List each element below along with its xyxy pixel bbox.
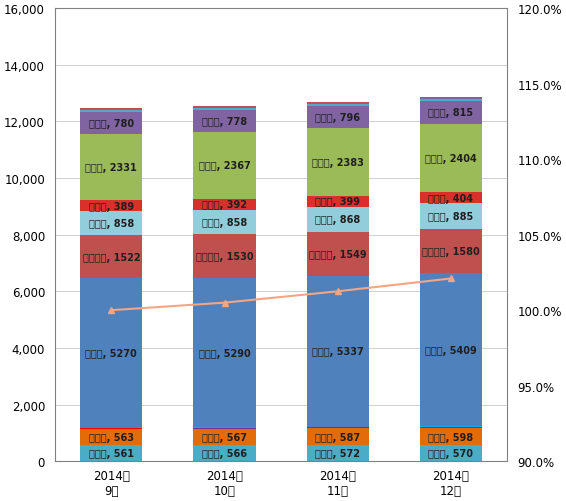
Bar [420,100,482,102]
Text: 京都府, 392: 京都府, 392 [202,200,247,210]
Bar [307,196,369,208]
Bar [80,211,143,236]
Bar [80,445,143,461]
Text: 大阪府, 2383: 大阪府, 2383 [312,158,363,168]
Bar [420,445,482,461]
Bar [420,98,482,99]
Bar [307,107,369,129]
Bar [307,105,369,107]
Bar [194,428,256,429]
Text: 千葉県, 587: 千葉県, 587 [315,432,361,442]
Bar [307,276,369,427]
Bar [420,204,482,229]
Text: 兵庫県, 815: 兵庫県, 815 [428,108,473,118]
Bar [194,210,256,235]
Bar [307,104,369,105]
Bar [420,229,482,274]
Bar [80,429,143,445]
Bar [194,109,256,111]
Text: 千葉県, 563: 千葉県, 563 [89,432,134,442]
Bar [194,133,256,199]
Text: 兵庫県, 796: 兵庫県, 796 [315,113,360,123]
Bar [420,274,482,426]
Bar [420,102,482,125]
Bar [307,428,369,445]
Bar [80,111,143,113]
Bar [80,236,143,279]
Text: 千葉県, 567: 千葉県, 567 [202,432,247,442]
Text: 京都府, 399: 京都府, 399 [315,197,360,207]
Bar [80,113,143,135]
Bar [420,193,482,204]
Text: 東京都, 5409: 東京都, 5409 [425,345,477,355]
Bar [307,232,369,276]
Text: 大阪府, 2331: 大阪府, 2331 [85,163,137,173]
Text: 神奈川県, 1549: 神奈川県, 1549 [309,249,367,259]
Bar [194,278,256,427]
Text: 京都府, 389: 京都府, 389 [89,201,134,211]
Bar [307,445,369,461]
Text: 大阪府, 2404: 大阪府, 2404 [425,154,477,164]
Bar [194,427,256,428]
Bar [80,135,143,201]
Text: 京都府, 404: 京都府, 404 [428,193,473,203]
Text: 東京都, 5270: 東京都, 5270 [85,348,137,358]
Text: 兵庫県, 780: 兵庫県, 780 [89,119,134,129]
Text: 愛知県, 858: 愛知県, 858 [202,218,247,228]
Text: 神奈川県, 1580: 神奈川県, 1580 [422,246,480,257]
Text: 埼玉県, 570: 埼玉県, 570 [428,448,473,458]
Bar [307,103,369,104]
Text: 大阪府, 2367: 大阪府, 2367 [199,161,250,171]
Text: 神奈川県, 1522: 神奈川県, 1522 [83,253,140,263]
Text: 愛知県, 858: 愛知県, 858 [89,219,134,229]
Bar [420,428,482,445]
Bar [194,235,256,278]
Bar [80,201,143,211]
Text: 埼玉県, 561: 埼玉県, 561 [89,448,134,458]
Bar [194,107,256,108]
Bar [420,99,482,100]
Bar [194,108,256,109]
Text: 東京都, 5337: 東京都, 5337 [312,346,363,356]
Text: 千葉県, 598: 千葉県, 598 [428,432,473,442]
Text: 兵庫県, 778: 兵庫県, 778 [202,117,247,127]
Text: 埼玉県, 572: 埼玉県, 572 [315,448,360,458]
Text: 愛知県, 868: 愛知県, 868 [315,215,361,225]
Bar [80,109,143,111]
Bar [420,125,482,193]
Text: 神奈川県, 1530: 神奈川県, 1530 [196,252,254,262]
Bar [194,445,256,461]
Bar [307,129,369,196]
Bar [420,426,482,427]
Bar [80,279,143,428]
Text: 愛知県, 885: 愛知県, 885 [428,211,474,221]
Bar [194,111,256,133]
Text: 東京都, 5290: 東京都, 5290 [199,348,250,358]
Bar [420,427,482,428]
Bar [194,429,256,445]
Bar [194,199,256,210]
Bar [307,208,369,232]
Text: 埼玉県, 566: 埼玉県, 566 [202,448,247,458]
